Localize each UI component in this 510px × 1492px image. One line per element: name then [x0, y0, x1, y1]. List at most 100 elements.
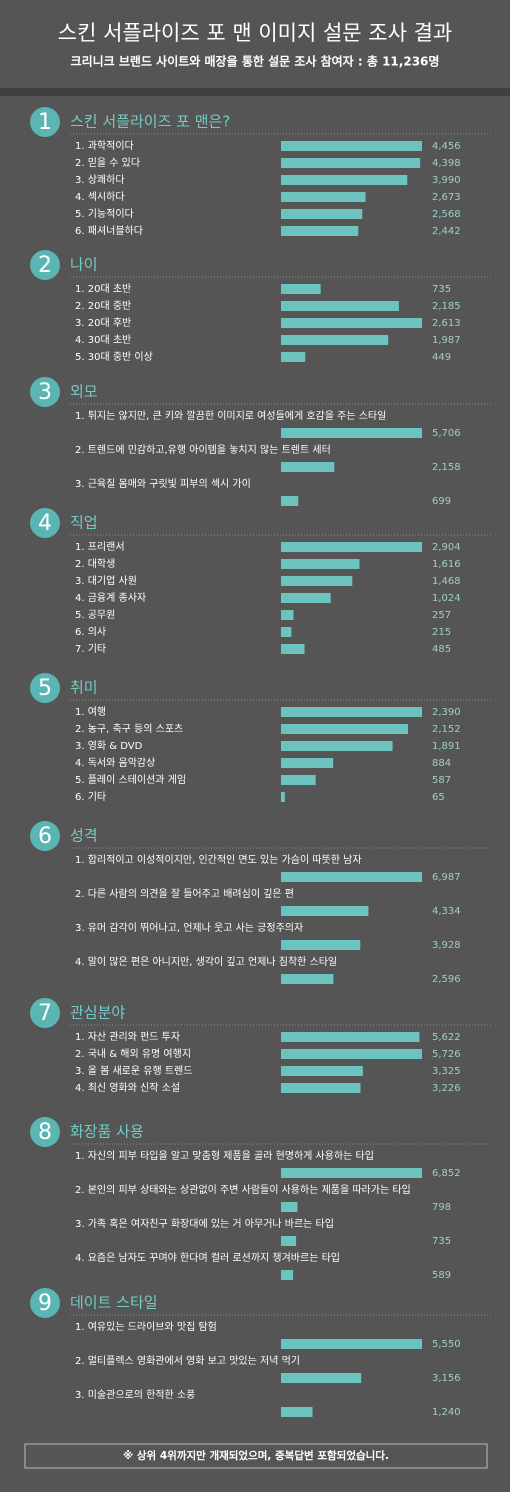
value-label: 5,622 — [432, 1032, 461, 1043]
section-title: 화장품 사용 — [70, 1123, 144, 1141]
footnote-box — [24, 1443, 488, 1469]
bar — [281, 906, 369, 916]
bar — [281, 1202, 298, 1212]
bar — [281, 1049, 422, 1059]
item-label: 4. 말이 많은 편은 아니지만, 생각이 깊고 언제나 침착한 스타일 — [75, 956, 337, 968]
item-label: 3. 근육질 몸매와 구릿빛 피부의 섹시 가이 — [75, 478, 251, 490]
bar — [281, 593, 331, 603]
value-label: 2,158 — [432, 462, 461, 473]
item-label: 3. 유머 감각이 뛰어나고, 언제나 웃고 사는 긍정주의자 — [75, 922, 303, 934]
section-number-badge — [30, 821, 60, 851]
value-label: 65 — [432, 792, 445, 803]
value-label: 735 — [432, 284, 451, 295]
value-label: 2,613 — [432, 318, 461, 329]
value-label: 4,398 — [432, 158, 461, 169]
section-number-badge — [30, 1288, 60, 1318]
value-label: 3,325 — [432, 1066, 461, 1077]
value-label: 3,156 — [432, 1373, 461, 1384]
section-number-badge — [30, 998, 60, 1028]
value-label: 6,852 — [432, 1168, 461, 1179]
section-number: 8 — [38, 1120, 52, 1145]
header-band — [0, 88, 510, 96]
value-label: 2,673 — [432, 192, 461, 203]
section-number-badge — [30, 377, 60, 407]
page-title: 스킨 서플라이즈 포 맨 이미지 설문 조사 결과 — [58, 21, 453, 45]
page-subtitle: 크리니크 브랜드 사이트와 매장을 통한 설문 조사 참여자 : 총 11,23… — [71, 54, 440, 69]
bar — [281, 542, 422, 552]
item-label: 2. 멀티플렉스 영화관에서 영화 보고 맛있는 저녁 먹기 — [75, 1354, 300, 1367]
section-title: 직업 — [70, 514, 98, 532]
value-label: 2,904 — [432, 542, 461, 553]
item-label: 4. 섹시하다 — [75, 190, 125, 203]
item-label: 3. 올 봄 새로운 유행 트렌드 — [75, 1065, 192, 1077]
bar — [281, 1373, 362, 1383]
item-label: 5. 기능적이다 — [75, 208, 134, 220]
section-number-badge — [30, 250, 60, 280]
item-label: 1. 자신의 피부 타입을 알고 맞춤형 제품을 골라 현명하게 사용하는 타입 — [75, 1149, 374, 1162]
bar — [281, 209, 363, 219]
section-number: 3 — [38, 380, 52, 405]
section-title: 데이트 스타일 — [70, 1294, 158, 1312]
section-number: 5 — [38, 676, 52, 701]
item-label: 4. 최신 영화와 신작 소설 — [75, 1082, 180, 1094]
bar — [281, 707, 422, 717]
value-label: 4,456 — [432, 141, 461, 152]
value-label: 449 — [432, 352, 451, 363]
bar — [281, 301, 399, 311]
item-label: 3. 가족 혹은 여자친구 화장대에 있는 거 아무거나 바르는 타입 — [75, 1217, 334, 1230]
bar — [281, 318, 422, 328]
value-label: 1,891 — [432, 741, 461, 752]
bar — [281, 627, 292, 637]
section-number-badge — [30, 107, 60, 137]
item-label: 2. 국내 & 해외 유명 여행지 — [75, 1047, 191, 1060]
bar — [281, 974, 334, 984]
item-label: 6. 의사 — [75, 626, 106, 638]
value-label: 1,987 — [432, 335, 461, 346]
value-label: 735 — [432, 1236, 451, 1247]
section-number-badge — [30, 508, 60, 538]
bar — [281, 175, 408, 185]
item-label: 1. 튀지는 않지만, 큰 키와 깔끔한 이미지로 여성들에게 호감을 주는 스… — [75, 410, 386, 422]
value-label: 2,390 — [432, 707, 461, 718]
value-label: 2,152 — [432, 724, 461, 735]
value-label: 5,550 — [432, 1339, 461, 1350]
item-label: 4. 독서와 음악감상 — [75, 757, 155, 769]
value-label: 798 — [432, 1202, 451, 1213]
bar — [281, 724, 408, 734]
bar — [281, 758, 334, 768]
item-label: 1. 여유있는 드라이브와 맛집 탐험 — [75, 1321, 217, 1333]
bar — [281, 775, 316, 785]
bar — [281, 1083, 361, 1093]
section-number: 2 — [38, 253, 52, 278]
value-label: 485 — [432, 644, 451, 655]
bar — [281, 576, 353, 586]
bar — [281, 352, 306, 362]
bar — [281, 1168, 422, 1178]
value-label: 589 — [432, 1270, 451, 1281]
section-number-badge — [30, 673, 60, 703]
bar — [281, 1032, 420, 1042]
item-label: 1. 20대 초반 — [75, 283, 131, 295]
section-title: 나이 — [70, 256, 98, 274]
item-label: 2. 대학생 — [75, 558, 115, 570]
item-label: 1. 합리적이고 이성적이지만, 인간적인 면도 있는 가슴이 따뜻한 남자 — [75, 854, 362, 866]
bar — [281, 496, 299, 506]
value-label: 3,226 — [432, 1083, 461, 1094]
section-title: 외모 — [70, 383, 98, 401]
bar — [281, 1339, 422, 1349]
bar — [281, 1236, 297, 1246]
item-label: 3. 상쾌하다 — [75, 173, 125, 186]
bar — [281, 559, 360, 569]
item-label: 5. 플레이 스테이션과 게임 — [75, 773, 186, 786]
section-number: 1 — [38, 110, 52, 135]
value-label: 5,706 — [432, 428, 461, 439]
item-label: 2. 믿을 수 있다 — [75, 157, 140, 169]
item-label: 3. 미술관으로의 한적한 소풍 — [75, 1389, 195, 1401]
section-title: 취미 — [70, 679, 98, 697]
item-label: 6. 패셔너블하다 — [75, 224, 143, 237]
item-label: 5. 공무원 — [75, 609, 115, 621]
item-label: 1. 프리랜서 — [75, 541, 125, 553]
item-label: 7. 기타 — [75, 643, 106, 655]
value-label: 1,616 — [432, 559, 461, 570]
